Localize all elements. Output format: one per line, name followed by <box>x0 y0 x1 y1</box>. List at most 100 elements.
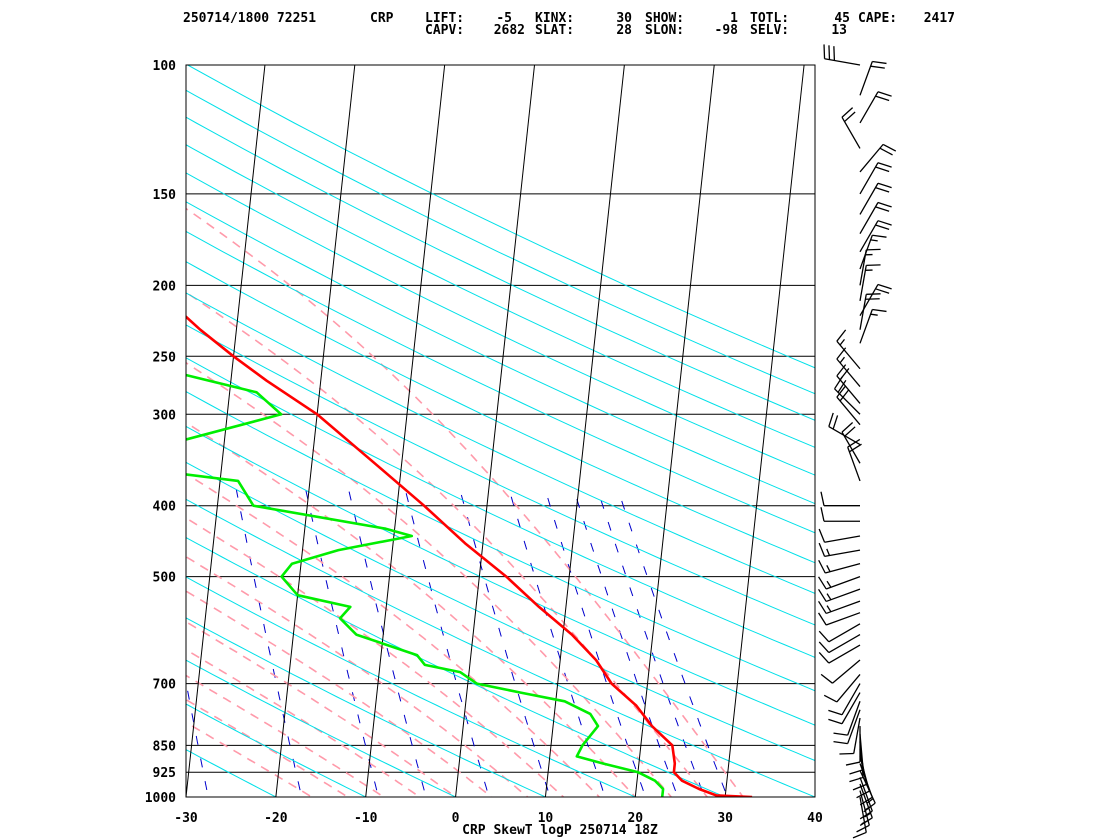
header-line2-item: 13 <box>831 23 847 38</box>
wind-barb-flag <box>828 709 843 716</box>
temperature-tick-label: 10 <box>538 811 554 826</box>
wind-barb <box>859 91 892 124</box>
moist-adiabat <box>186 291 709 797</box>
wind-barb-halfflag <box>826 565 831 572</box>
wind-barb-flag <box>859 810 873 820</box>
wind-barb-halfflag <box>866 798 874 804</box>
dry-adiabat-lines <box>186 65 815 797</box>
wind-barb-staff <box>859 202 879 235</box>
wind-barb-halfflag <box>864 812 871 818</box>
wind-barb <box>833 709 861 745</box>
wind-barb-flag <box>833 732 848 736</box>
wind-barb <box>859 60 887 96</box>
wind-barb-staff <box>859 61 873 96</box>
chart-title: CRP SkewT logP 250714 18Z <box>462 823 658 838</box>
isotherm <box>365 65 446 797</box>
wind-barb <box>818 588 861 603</box>
header-line1-item: LIFT: <box>425 11 464 26</box>
header-line1-item: -5 <box>496 11 512 26</box>
dry-adiabat <box>186 89 815 395</box>
wind-barb-flag <box>839 752 854 755</box>
moist-adiabat <box>186 674 386 797</box>
sounding-profiles <box>186 315 753 797</box>
temperature-tick-label: 30 <box>717 811 733 826</box>
wind-barb-flag <box>839 368 850 381</box>
dry-adiabat <box>186 659 457 797</box>
wind-barb-flag <box>818 576 827 590</box>
wind-barb-staff <box>859 143 884 173</box>
wind-barb-flag <box>820 673 833 684</box>
wind-barb <box>845 726 861 766</box>
wind-barb-flag <box>818 641 830 654</box>
moist-adiabat <box>186 207 745 797</box>
isotherm <box>724 65 805 797</box>
temperature-tick-label: 0 <box>452 811 460 826</box>
wind-barb-flag <box>870 65 885 69</box>
wind-barb <box>818 542 861 558</box>
header-line1-item: CAPE: <box>858 11 897 26</box>
wind-barb-flag <box>875 166 890 173</box>
isotherm-lines <box>5 49 815 813</box>
dry-adiabat <box>186 261 815 564</box>
wind-barb <box>818 528 861 543</box>
wind-barb-flag <box>875 186 890 193</box>
isotherm <box>5 49 87 813</box>
wind-barb-staff <box>859 777 873 812</box>
header-line2-item: SLON: <box>645 23 684 38</box>
wind-barb-staff <box>836 396 861 426</box>
dry-adiabat <box>186 116 815 421</box>
wind-barb-flag <box>823 694 838 703</box>
wind-barb-halfflag <box>826 580 832 588</box>
header-line1-item: 250714/1800 72251 <box>183 11 316 26</box>
wind-barb <box>818 612 861 626</box>
wind-barb-staff <box>834 388 861 415</box>
wind-barb-staff <box>859 294 867 330</box>
dry-adiabat <box>186 461 815 762</box>
wind-barb-staff <box>825 600 861 615</box>
wind-barb-staff <box>828 644 861 664</box>
wind-barb-halfflag <box>826 593 832 601</box>
dry-adiabat <box>186 172 815 476</box>
wind-barb-flag <box>828 412 834 427</box>
wind-barb-flag <box>839 389 850 402</box>
dry-adiabat <box>186 144 815 448</box>
wind-barb <box>820 491 860 507</box>
dry-adiabat <box>186 796 188 797</box>
mixing-ratio-line <box>92 489 146 812</box>
moist-adiabat <box>186 421 637 797</box>
dry-adiabat <box>186 292 815 594</box>
temperature-tick-label: 40 <box>807 811 823 826</box>
mixing-ratio-line <box>597 489 706 797</box>
header-line1-item: CRP <box>370 11 394 26</box>
wind-barb-flag <box>863 802 876 813</box>
wind-barb <box>859 182 892 215</box>
wind-barb-flag <box>828 45 831 60</box>
wind-barb-staff <box>859 162 879 195</box>
wind-barb-staff <box>836 673 861 703</box>
wind-barb-staff <box>824 58 861 66</box>
temperature-tick-label: -10 <box>354 811 378 826</box>
wind-barb <box>859 162 892 195</box>
wind-barb-flag <box>879 147 893 156</box>
wind-barb <box>836 329 861 370</box>
wind-barb-flag <box>820 491 825 506</box>
header-line2-item: -98 <box>715 23 739 38</box>
wind-barb-staff <box>825 563 861 574</box>
wind-barb-flag <box>818 542 826 557</box>
wind-barb <box>859 283 892 316</box>
isotherm <box>455 65 536 797</box>
header-line2-item: CAPV: <box>425 23 464 38</box>
pressure-tick-label: 150 <box>153 188 177 203</box>
isotherm <box>544 65 625 797</box>
isotherm <box>634 65 715 797</box>
wind-barb-flag <box>818 559 826 574</box>
dry-adiabat <box>187 65 815 369</box>
wind-barb-halfflag <box>870 313 878 316</box>
wind-barb-flag <box>872 308 887 313</box>
pressure-tick-label: 1000 <box>145 791 176 806</box>
moist-adiabat <box>186 620 457 797</box>
wind-barb-flag <box>852 831 867 839</box>
wind-barb <box>859 234 887 270</box>
wind-barb-halfflag <box>826 605 832 613</box>
wind-barb-staff <box>825 612 861 626</box>
